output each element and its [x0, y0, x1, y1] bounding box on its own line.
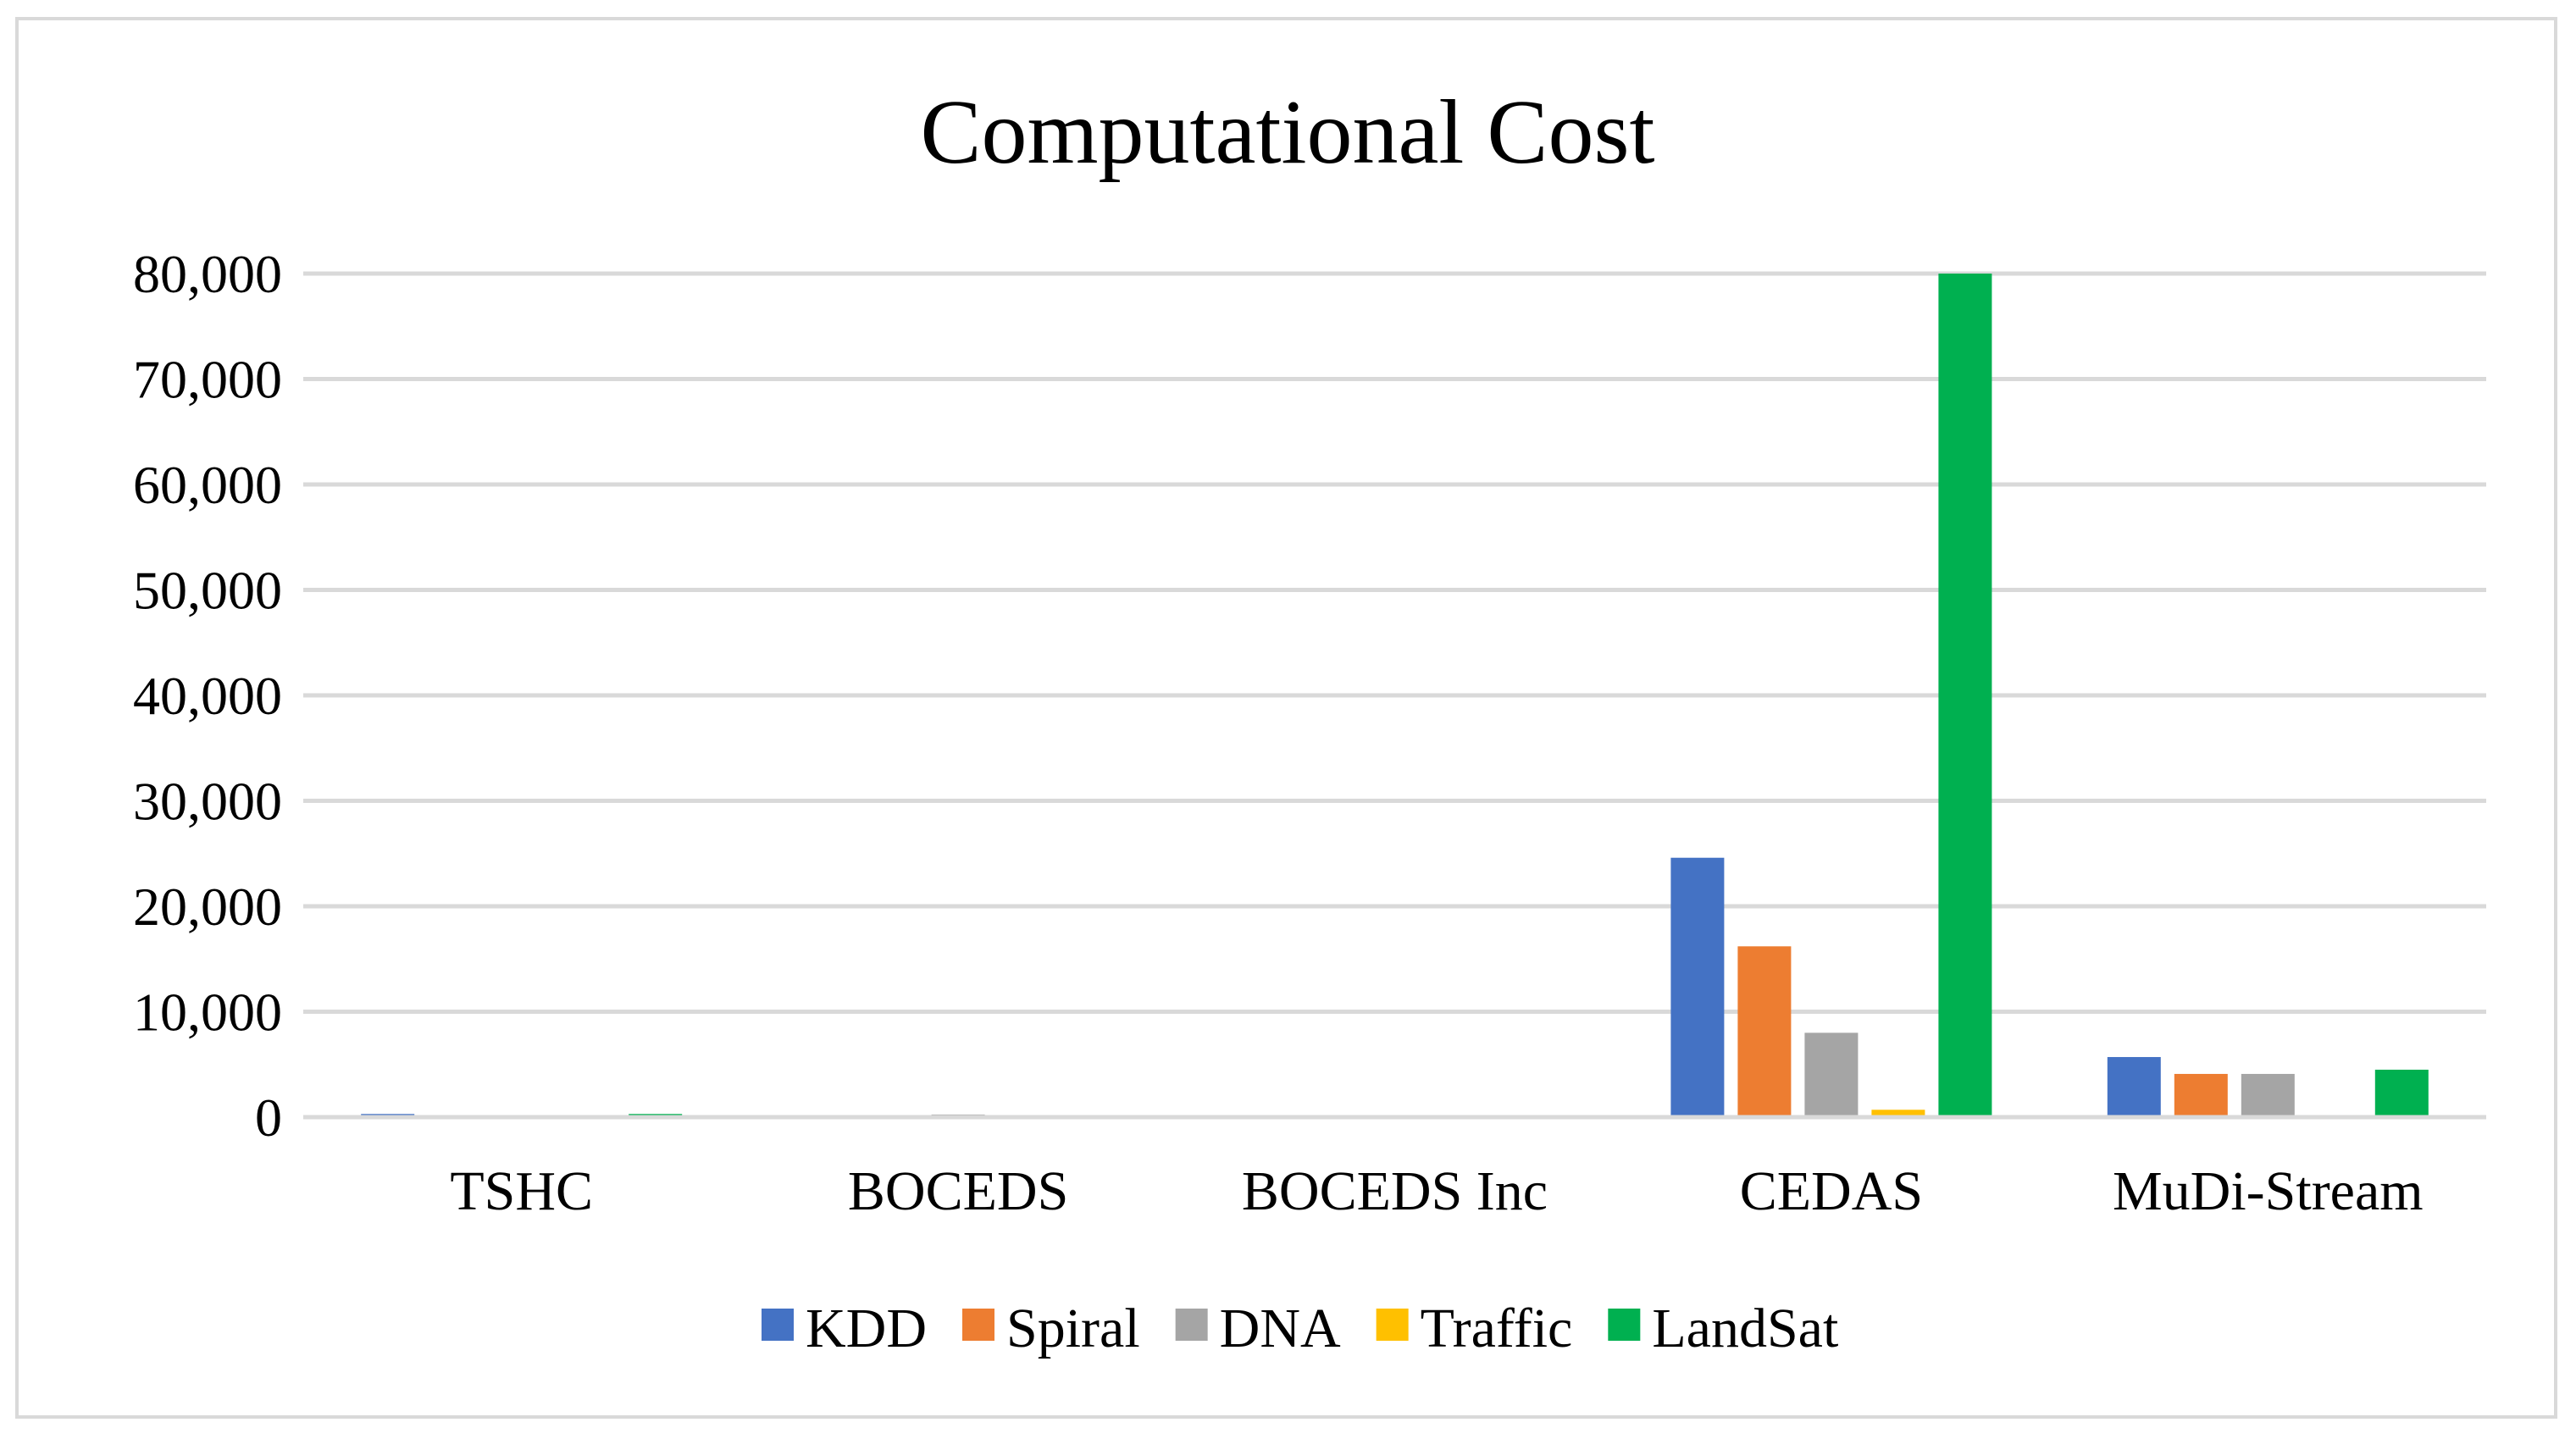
y-tick-label: 20,000: [133, 877, 282, 937]
x-category-label: TSHC: [450, 1160, 593, 1222]
legend-swatch-kdd: [762, 1309, 794, 1341]
x-category-label: BOCEDS: [848, 1160, 1068, 1222]
y-tick-label: 80,000: [133, 244, 282, 304]
x-category-label: MuDi-Stream: [2113, 1160, 2424, 1222]
x-category-label: CEDAS: [1740, 1160, 1923, 1222]
bar-landsat-3: [1938, 274, 1992, 1117]
chart-title: Computational Cost: [920, 82, 1654, 183]
bar-spiral-4: [2174, 1073, 2228, 1117]
gridlines: [303, 271, 2486, 1120]
chart-frame: [15, 17, 2557, 1419]
y-tick-label: 10,000: [133, 982, 282, 1043]
legend-label-landsat: LandSat: [1652, 1298, 1838, 1359]
legend-label-spiral: Spiral: [1006, 1298, 1140, 1359]
bar-traffic-3: [1871, 1110, 1925, 1117]
bar-dna-3: [1804, 1032, 1859, 1117]
y-tick-label: 40,000: [133, 666, 282, 726]
legend-swatch-spiral: [962, 1309, 994, 1341]
y-axis-ticks: 0 10,000 20,000 30,000 40,000 50,000 60,000 70,…: [133, 244, 282, 1148]
y-tick-label: 0: [255, 1088, 282, 1148]
bar-dna-4: [2241, 1073, 2295, 1117]
bars: [303, 274, 2486, 1120]
y-tick-label: 30,000: [133, 772, 282, 832]
legend-label-dna: DNA: [1220, 1298, 1341, 1359]
bar-kdd-4: [2107, 1057, 2161, 1117]
legend: KDD Spiral DNA Traffic LandSat: [762, 1298, 1838, 1359]
bar-landsat-4: [2374, 1069, 2429, 1117]
bar-kdd-3: [1670, 857, 1725, 1117]
y-tick-label: 70,000: [133, 350, 282, 410]
x-category-label: BOCEDS Inc: [1242, 1160, 1548, 1222]
bar-spiral-3: [1737, 946, 1792, 1117]
y-tick-label: 50,000: [133, 561, 282, 621]
legend-swatch-traffic: [1376, 1309, 1409, 1341]
legend-label-kdd: KDD: [806, 1298, 927, 1359]
legend-label-traffic: Traffic: [1421, 1298, 1573, 1359]
y-tick-label: 60,000: [133, 455, 282, 515]
legend-swatch-landsat: [1608, 1309, 1641, 1341]
legend-swatch-dna: [1175, 1309, 1208, 1341]
x-axis-categories: TSHC BOCEDS BOCEDS Inc CEDAS MuDi-Stream: [450, 1160, 2423, 1222]
